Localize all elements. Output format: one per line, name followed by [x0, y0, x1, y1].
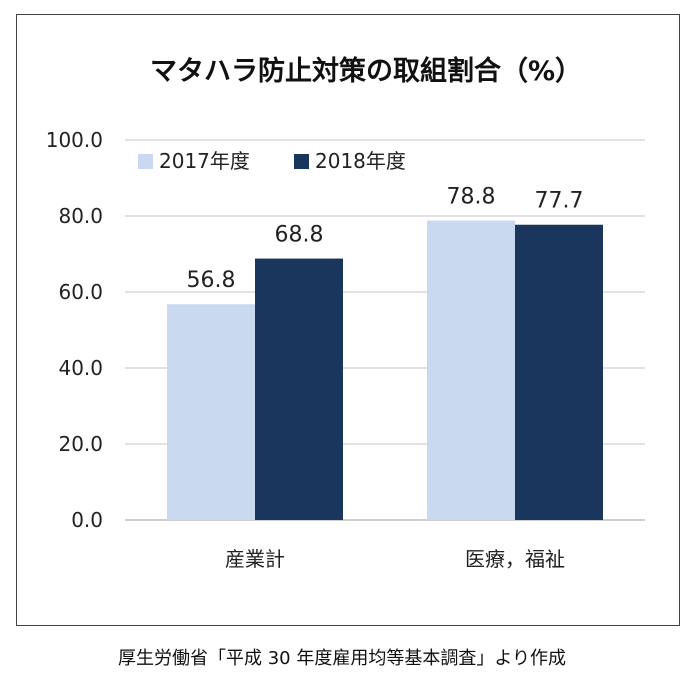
bar — [255, 258, 343, 520]
bar — [515, 224, 603, 521]
legend-label: 2017年度 — [159, 149, 250, 173]
data-label: 77.7 — [535, 189, 584, 214]
data-label: 56.8 — [187, 268, 236, 293]
y-tick-label: 40.0 — [58, 356, 103, 380]
x-tick-label: 産業計 — [225, 547, 285, 571]
bar — [427, 220, 515, 520]
data-labels: 56.8 68.8 78.8 77.7 — [187, 185, 584, 294]
x-tick-label: 医療，福祉 — [465, 547, 565, 571]
y-tick-label: 80.0 — [58, 204, 103, 228]
bar — [167, 304, 255, 520]
legend-swatch — [138, 154, 153, 169]
data-label: 68.8 — [275, 223, 324, 248]
source-note: 厚生労働省「平成 30 年度雇用均等基本調査」より作成 — [118, 648, 566, 669]
y-axis-ticks: 0.0 20.0 40.0 60.0 80.0 100.0 — [46, 128, 103, 532]
y-tick-label: 100.0 — [46, 128, 103, 152]
data-label: 78.8 — [447, 185, 496, 210]
x-axis-categories: 産業計 医療，福祉 — [225, 547, 565, 571]
bars — [167, 220, 603, 521]
chart-title: マタハラ防止対策の取組割合（%） — [150, 55, 582, 87]
y-tick-label: 20.0 — [58, 432, 103, 456]
legend-swatch — [294, 154, 309, 169]
legend: 2017年度 2018年度 — [138, 149, 406, 173]
y-tick-label: 60.0 — [58, 280, 103, 304]
y-tick-label: 0.0 — [71, 508, 103, 532]
legend-label: 2018年度 — [315, 149, 406, 173]
